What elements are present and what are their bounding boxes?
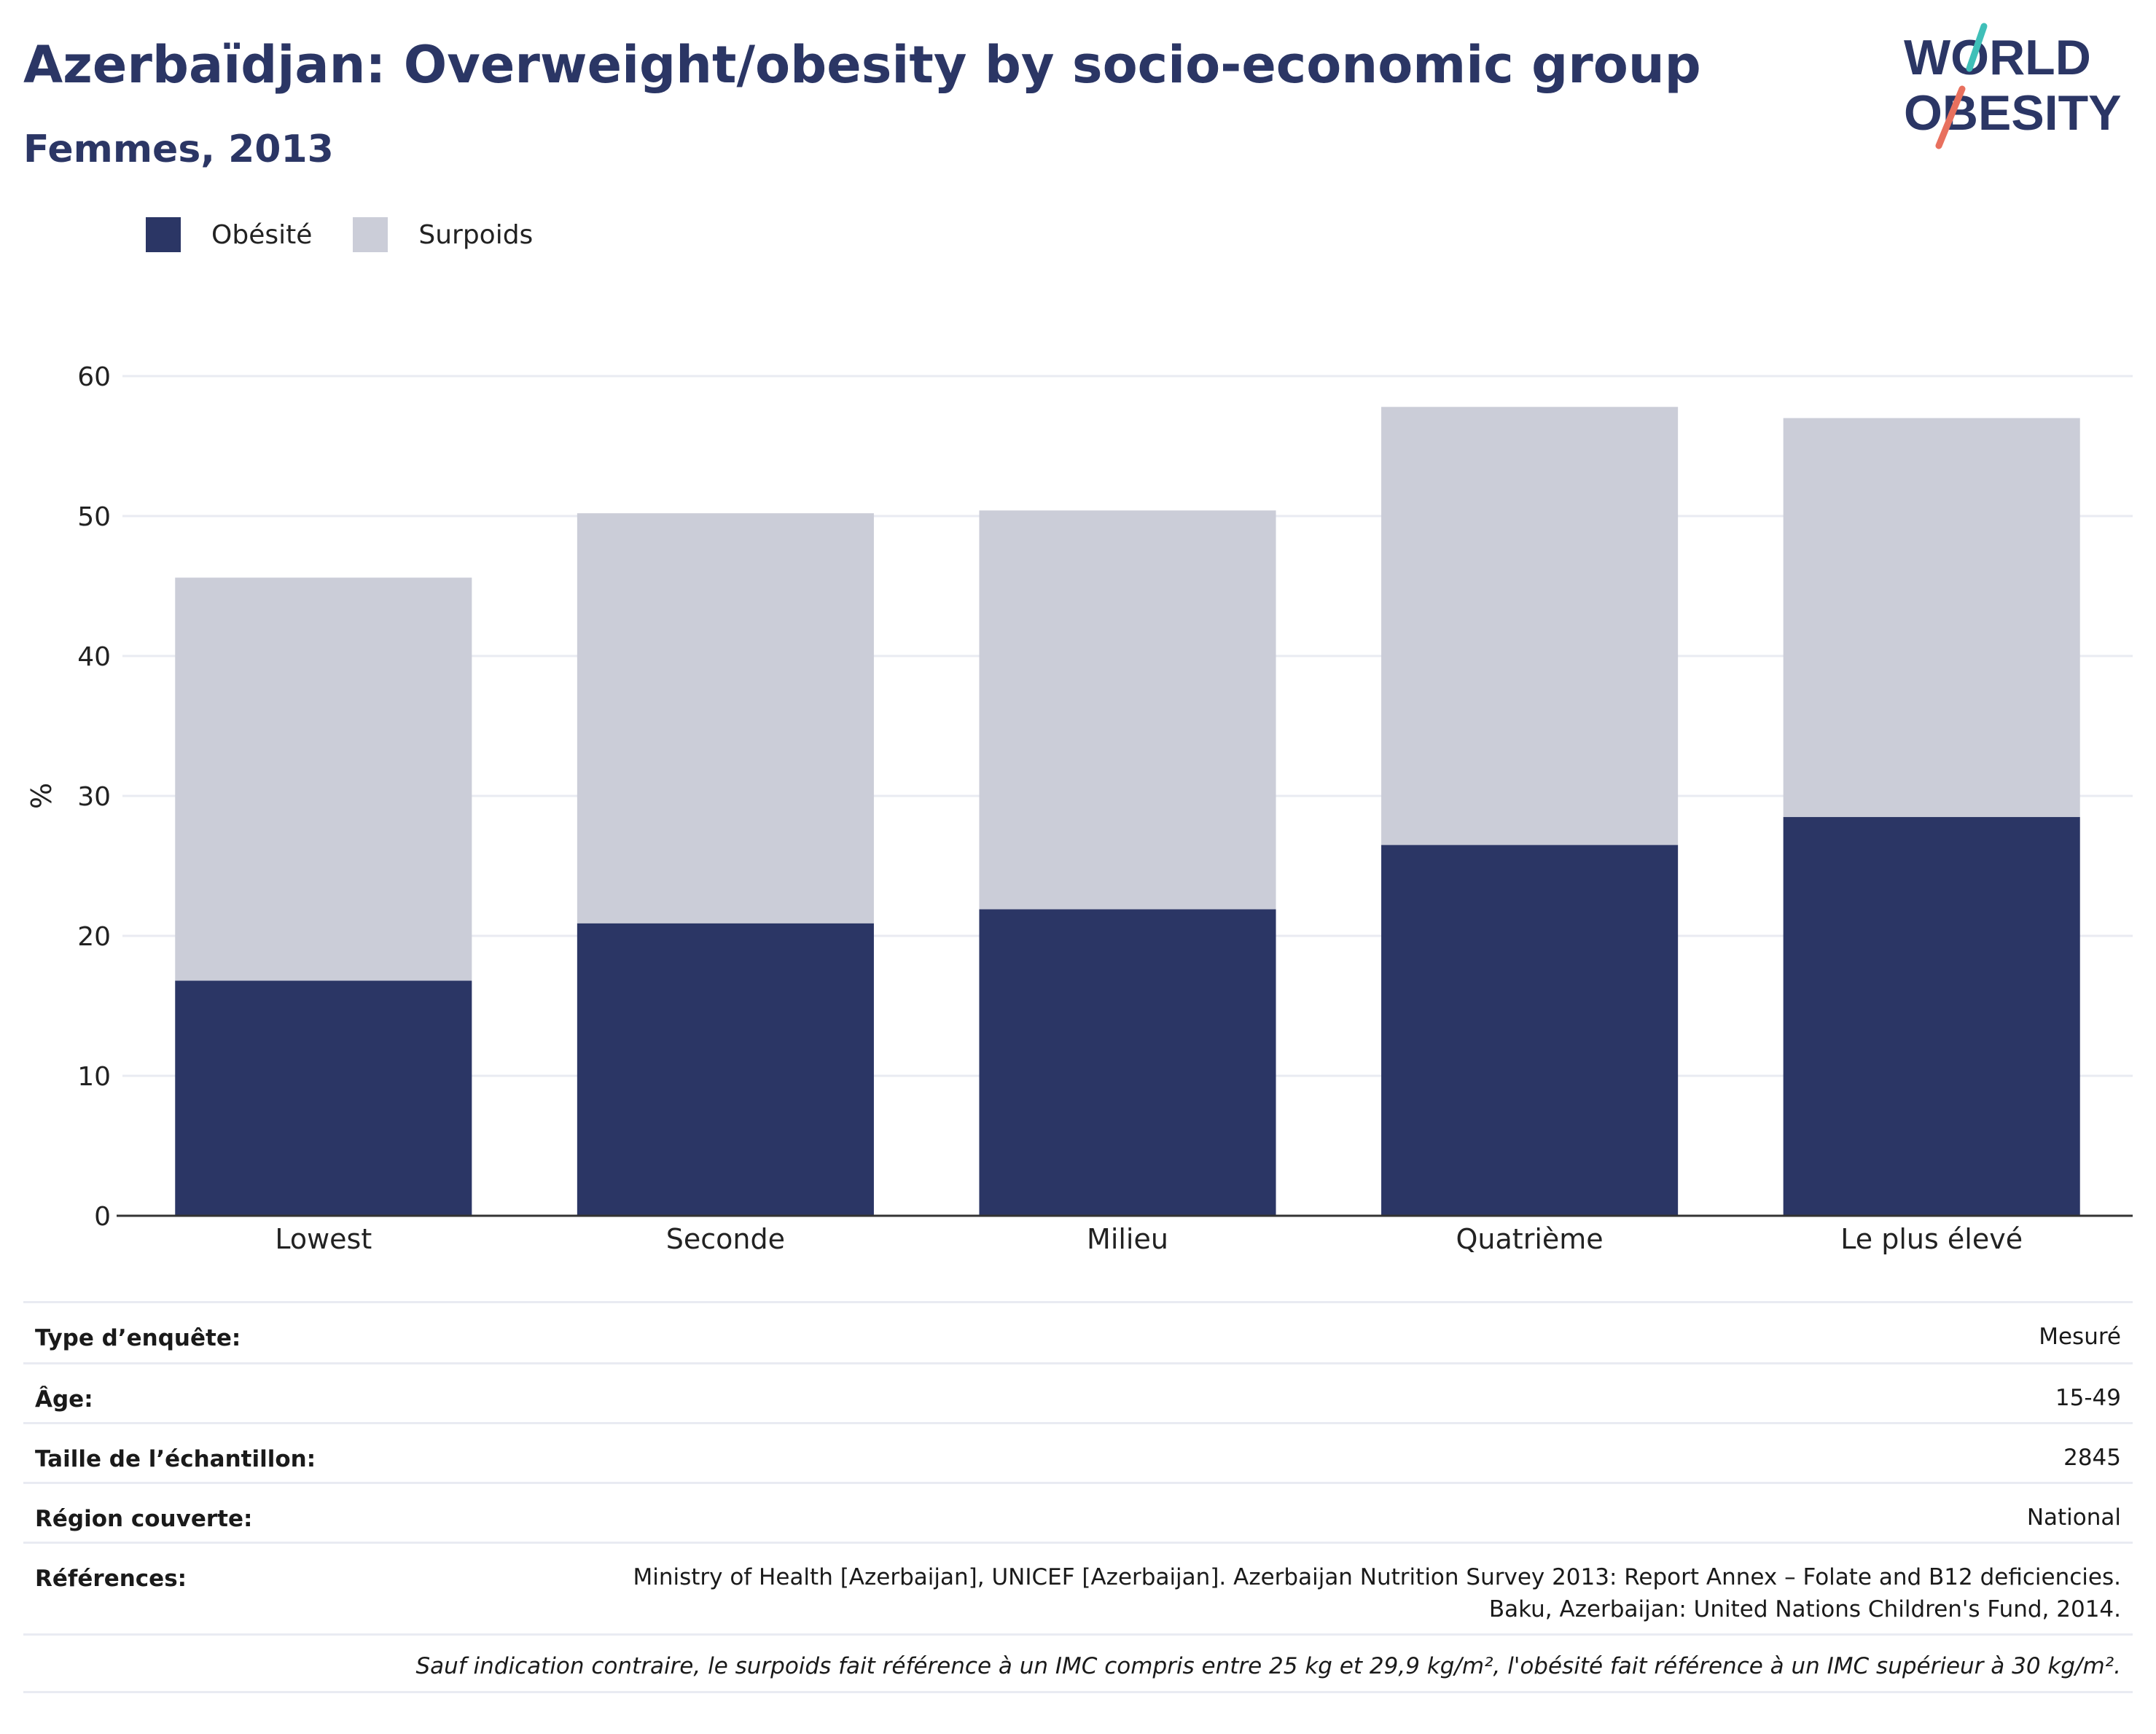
references-text: Ministry of Health [Azerbaijan], UNICEF … xyxy=(633,1561,2121,1625)
chart-subtitle: Femmes, 2013 xyxy=(23,128,334,171)
stacked-bar-chart: 0 10 20 30 40 50 60% Lowest Seconde Milieu Quatriè… xyxy=(26,362,2133,1255)
bar-obesity xyxy=(979,909,1276,1216)
info-label: Références: xyxy=(35,1566,187,1592)
definition-footnote: Sauf indication contraire, le surpoids f… xyxy=(23,1633,2133,1693)
y-tick-label: 30 xyxy=(77,782,111,812)
survey-info-table: Type d’enquête: Mesuré Âge: 15-49 Taille… xyxy=(23,1301,2133,1693)
y-tick-label: 0 xyxy=(94,1202,111,1232)
bar-obesity xyxy=(577,923,874,1216)
legend-label-obesity: Obésité xyxy=(211,219,313,250)
x-tick-label: Milieu xyxy=(1087,1223,1168,1255)
x-tick-label: Lowest xyxy=(275,1223,372,1255)
legend-label-overweight: Surpoids xyxy=(418,219,534,250)
bar-obesity xyxy=(1381,845,1679,1216)
bar-overweight xyxy=(1381,407,1679,845)
x-tick-label: Quatrième xyxy=(1456,1223,1604,1255)
y-tick-label: 50 xyxy=(77,502,111,532)
chart-title: Azerbaïdjan: Overweight/obesity by socio… xyxy=(23,35,1701,95)
x-tick-label: Seconde xyxy=(666,1223,785,1255)
chart-legend: Obésité Surpoids xyxy=(146,217,574,252)
legend-item-overweight[interactable]: Surpoids xyxy=(353,217,533,252)
info-value: Mesuré xyxy=(2039,1324,2121,1350)
info-row-age: Âge: 15-49 xyxy=(23,1362,2133,1422)
info-row-references: Références: Ministry of Health [Azerbaij… xyxy=(23,1542,2133,1633)
info-label: Taille de l’échantillon: xyxy=(35,1446,316,1472)
info-row-survey-type: Type d’enquête: Mesuré xyxy=(23,1301,2133,1362)
logo-slash-teal xyxy=(1966,23,1988,72)
bar-overweight xyxy=(1783,418,2080,817)
references-line-2: Baku, Azerbaijan: United Nations Childre… xyxy=(1488,1596,2121,1622)
legend-swatch-overweight xyxy=(353,217,388,252)
info-label: Région couverte: xyxy=(35,1506,253,1532)
bar-obesity xyxy=(1783,816,2080,1216)
info-row-region: Région couverte: National xyxy=(23,1482,2133,1542)
y-axis-label: % xyxy=(26,783,58,809)
world-obesity-logo: WORLD OBESITY xyxy=(1904,23,2122,149)
info-value: National xyxy=(2026,1504,2121,1531)
info-value: 2845 xyxy=(2063,1445,2121,1471)
info-value: 15-49 xyxy=(2055,1385,2121,1411)
y-tick-label: 40 xyxy=(77,642,111,672)
info-label: Âge: xyxy=(35,1386,93,1413)
x-tick-label: Le plus élevé xyxy=(1840,1223,2023,1255)
logo-slash-coral xyxy=(1935,85,1966,149)
y-tick-label: 10 xyxy=(77,1062,111,1092)
logo-word-world: WORLD xyxy=(1904,30,2091,85)
y-tick-label: 20 xyxy=(77,922,111,952)
legend-item-obesity[interactable]: Obésité xyxy=(146,217,312,252)
info-row-sample-size: Taille de l’échantillon: 2845 xyxy=(23,1422,2133,1482)
y-tick-label: 60 xyxy=(77,362,111,392)
bar-overweight xyxy=(577,513,874,923)
logo-word-obesity: OBESITY xyxy=(1904,85,2122,141)
bar-overweight xyxy=(979,510,1276,910)
references-line-1: Ministry of Health [Azerbaijan], UNICEF … xyxy=(633,1564,2121,1590)
info-label: Type d’enquête: xyxy=(35,1325,241,1351)
bar-obesity xyxy=(175,980,472,1216)
bar-overweight xyxy=(175,577,472,981)
legend-swatch-obesity xyxy=(146,217,181,252)
